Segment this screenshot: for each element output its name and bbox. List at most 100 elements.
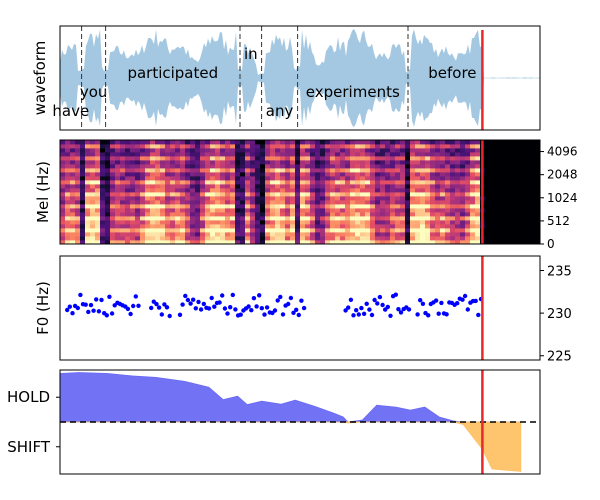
mel-cell bbox=[450, 212, 456, 217]
mel-cell bbox=[305, 200, 311, 205]
mel-cell bbox=[325, 140, 331, 145]
mel-cell bbox=[210, 160, 216, 165]
mel-cell bbox=[440, 200, 446, 205]
mel-cell bbox=[255, 236, 261, 241]
mel-cell bbox=[105, 196, 111, 201]
mel-cell bbox=[410, 180, 416, 185]
mel-cell bbox=[100, 192, 106, 197]
mel-cell bbox=[145, 144, 151, 149]
f0-point bbox=[91, 308, 96, 313]
mel-cell bbox=[230, 240, 236, 244]
mel-cell bbox=[275, 156, 281, 161]
f0-point bbox=[455, 301, 460, 306]
mel-cell bbox=[160, 184, 166, 189]
mel-cell bbox=[125, 236, 131, 241]
mel-cell bbox=[235, 152, 241, 157]
mel-cell bbox=[360, 240, 366, 244]
f0-point bbox=[196, 299, 201, 305]
mel-cell bbox=[385, 180, 391, 185]
word-label-you: you bbox=[80, 83, 108, 101]
mel-cell bbox=[185, 220, 191, 225]
mel-cell bbox=[70, 184, 76, 189]
mel-cell bbox=[135, 196, 141, 201]
mel-cell bbox=[405, 220, 411, 225]
mel-cell bbox=[280, 208, 286, 213]
mel-cell bbox=[190, 236, 196, 241]
mel-cell bbox=[95, 212, 101, 217]
mel-cell bbox=[270, 240, 276, 244]
mel-cell bbox=[405, 196, 411, 201]
mel-cell bbox=[185, 200, 191, 205]
mel-cell bbox=[380, 220, 386, 225]
mel-cell bbox=[470, 240, 476, 244]
mel-cell bbox=[95, 172, 101, 177]
mel-cell bbox=[235, 140, 241, 145]
f0-point bbox=[364, 301, 369, 306]
f0-point bbox=[78, 292, 83, 298]
mel-cell bbox=[155, 164, 161, 169]
mel-cell bbox=[455, 148, 461, 153]
mel-cell bbox=[150, 176, 156, 181]
mel-cell bbox=[155, 212, 161, 217]
mel-cell bbox=[105, 180, 111, 185]
mel-cell bbox=[205, 160, 211, 165]
mel-cell bbox=[310, 196, 316, 201]
mel-cell bbox=[250, 216, 256, 221]
mel-cell bbox=[400, 212, 406, 217]
mel-cell bbox=[470, 232, 476, 237]
mel-cell bbox=[355, 220, 361, 225]
mel-cell bbox=[415, 164, 421, 169]
mel-cell bbox=[330, 192, 336, 197]
mel-ytick-label: 1024 bbox=[547, 191, 578, 205]
mel-cell bbox=[210, 240, 216, 244]
mel-cell bbox=[150, 180, 156, 185]
mel-cell bbox=[135, 224, 141, 229]
mel-cell bbox=[370, 192, 376, 197]
mel-ytick-label: 2048 bbox=[547, 168, 578, 182]
mel-cell bbox=[450, 156, 456, 161]
mel-cell bbox=[180, 140, 186, 145]
mel-cell bbox=[140, 160, 146, 165]
mel-cell bbox=[385, 200, 391, 205]
mel-cell bbox=[385, 152, 391, 157]
mel-cell bbox=[415, 156, 421, 161]
mel-cell bbox=[175, 144, 181, 149]
mel-cell bbox=[420, 228, 426, 233]
mel-cell bbox=[65, 144, 71, 149]
mel-cell bbox=[120, 224, 126, 229]
mel-cell bbox=[345, 204, 351, 209]
mel-cell bbox=[205, 224, 211, 229]
mel-cell bbox=[130, 160, 136, 165]
mel-cell bbox=[290, 188, 296, 193]
mel-cell bbox=[325, 168, 331, 173]
mel-cell bbox=[290, 148, 296, 153]
mel-cell bbox=[265, 180, 271, 185]
mel-cell bbox=[300, 240, 306, 244]
mel-cell bbox=[270, 172, 276, 177]
mel-cell bbox=[125, 212, 131, 217]
mel-cell bbox=[365, 212, 371, 217]
mel-cell bbox=[385, 176, 391, 181]
mel-cell bbox=[65, 172, 71, 177]
mel-cell bbox=[425, 164, 431, 169]
mel-cell bbox=[65, 168, 71, 173]
mel-cell bbox=[115, 184, 121, 189]
mel-cell bbox=[240, 232, 246, 237]
f0-ytick-label: 225 bbox=[547, 350, 572, 365]
mel-cell bbox=[80, 196, 86, 201]
mel-cell bbox=[300, 140, 306, 145]
mel-cell bbox=[140, 236, 146, 241]
mel-cell bbox=[120, 236, 126, 241]
mel-cell bbox=[470, 180, 476, 185]
mel-cell bbox=[445, 140, 451, 145]
mel-cell bbox=[205, 168, 211, 173]
mel-cell bbox=[380, 148, 386, 153]
mel-cell bbox=[400, 180, 406, 185]
mel-cell bbox=[185, 224, 191, 229]
mel-cell bbox=[210, 188, 216, 193]
mel-cell bbox=[310, 168, 316, 173]
mel-cell bbox=[200, 176, 206, 181]
mel-cell bbox=[170, 216, 176, 221]
mel-cell bbox=[290, 196, 296, 201]
mel-cell bbox=[380, 168, 386, 173]
